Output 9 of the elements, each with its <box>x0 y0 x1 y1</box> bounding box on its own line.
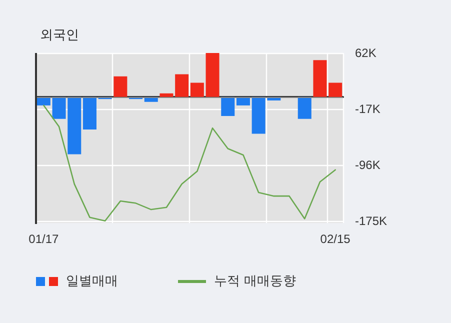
y-tick-label: -96K <box>355 158 380 172</box>
y-tick-label: -17K <box>355 102 380 116</box>
x-tick-label: 02/15 <box>320 232 351 246</box>
legend-label: 누적 매매동향 <box>214 273 296 290</box>
x-tick-label: 01/17 <box>28 232 60 246</box>
y-tick-label: 62K <box>355 46 376 60</box>
y-tick-label: -175K <box>355 214 388 228</box>
legend-label: 일별매매 <box>66 273 118 290</box>
chart-title: 외국인 <box>40 27 79 44</box>
